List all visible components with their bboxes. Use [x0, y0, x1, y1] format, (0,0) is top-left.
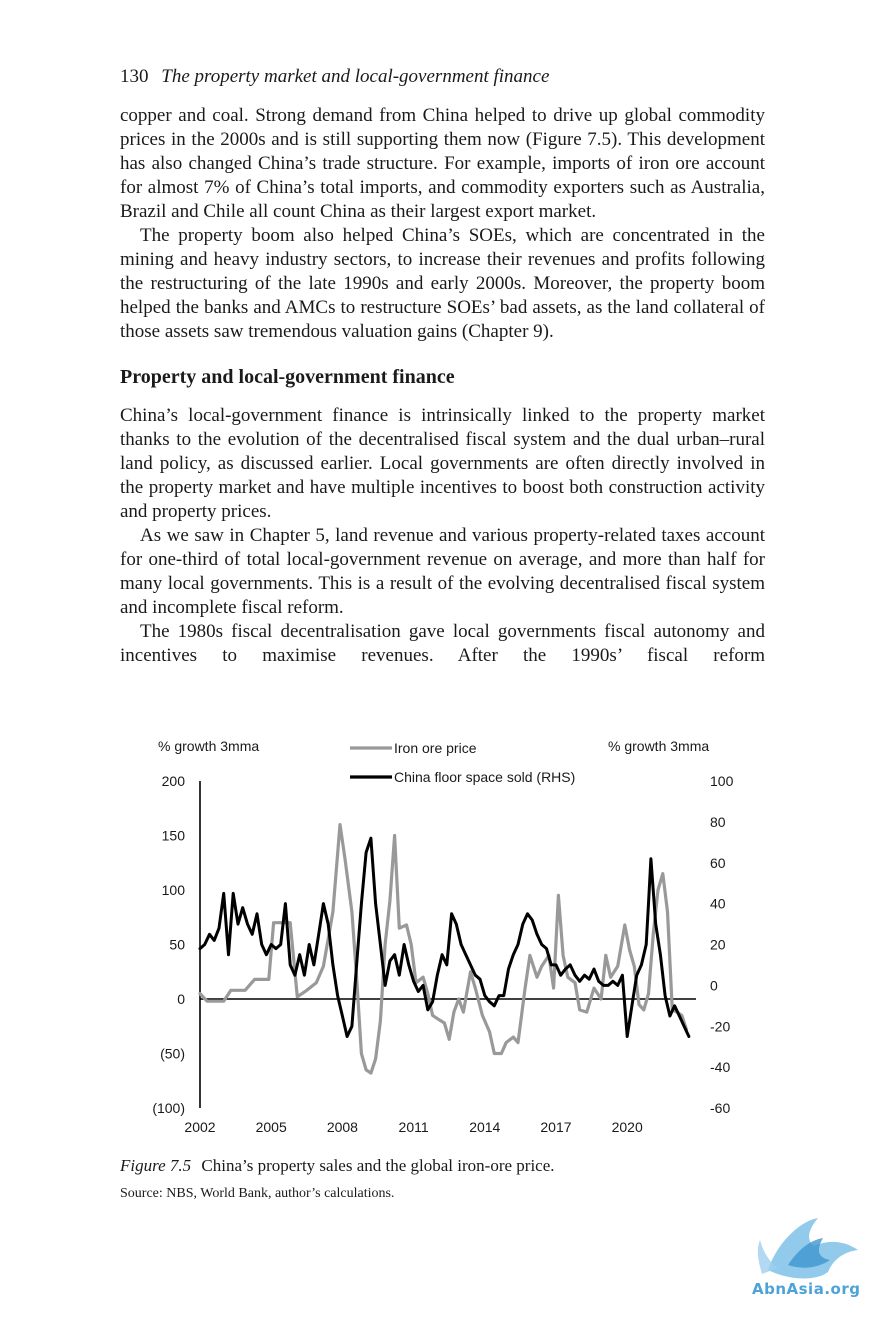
- left-tick-label: 0: [177, 991, 185, 1007]
- right-tick-label: 40: [710, 896, 726, 912]
- right-tick-label: 80: [710, 814, 726, 830]
- figure-caption: Figure 7.5 China’s property sales and th…: [120, 1156, 555, 1176]
- right-tick-label: -20: [710, 1018, 730, 1034]
- body-text: copper and coal. Strong demand from Chin…: [120, 104, 765, 668]
- figure-source: Source: NBS, World Bank, author’s calcul…: [120, 1186, 395, 1201]
- x-tick-label: 2017: [540, 1119, 571, 1135]
- right-tick-label: -40: [710, 1059, 730, 1075]
- x-axis-ticks: 2002 2005 2008 2011 2014 2017 2020: [184, 1119, 643, 1135]
- paragraph: China’s local-government finance is intr…: [120, 405, 765, 522]
- left-tick-label: (50): [160, 1046, 185, 1062]
- right-tick-label: 20: [710, 937, 726, 953]
- paragraph: copper and coal. Strong demand from Chin…: [120, 105, 765, 222]
- left-axis-label: % growth 3mma: [158, 738, 259, 754]
- paragraph: The 1980s fiscal decentralisation gave l…: [120, 621, 765, 666]
- x-tick-label: 2002: [184, 1119, 215, 1135]
- running-head: 130 The property market and local-govern…: [120, 66, 549, 88]
- watermark-text: AbnAsia.org: [752, 1280, 861, 1298]
- x-tick-label: 2008: [327, 1119, 358, 1135]
- figure-label: Figure 7.5: [120, 1156, 192, 1175]
- right-axis-label: % growth 3mma: [608, 738, 709, 754]
- left-tick-label: 100: [162, 882, 186, 898]
- right-tick-label: -60: [710, 1100, 730, 1116]
- left-axis-ticks: 200 150 100 50 0 (50) (100): [152, 773, 185, 1116]
- x-tick-label: 2020: [612, 1119, 643, 1135]
- running-title: The property market and local-government…: [161, 66, 550, 87]
- x-tick-label: 2014: [469, 1119, 500, 1135]
- x-tick-label: 2011: [399, 1119, 429, 1135]
- section-heading: Property and local-government finance: [120, 366, 455, 388]
- left-tick-label: 50: [169, 937, 185, 953]
- right-tick-label: 100: [710, 773, 734, 789]
- right-axis-ticks: 100 80 60 40 20 0 -20 -40 -60: [710, 773, 734, 1116]
- legend-label: Iron ore price: [394, 740, 477, 756]
- left-tick-label: (100): [152, 1100, 185, 1116]
- x-tick-label: 2005: [256, 1119, 287, 1135]
- watermark-bird-logo: [757, 1218, 858, 1279]
- series-line-iron-ore: [198, 823, 689, 1075]
- left-tick-label: 150: [162, 828, 186, 844]
- series-layer: [198, 823, 691, 1075]
- right-tick-label: 60: [710, 855, 726, 871]
- page-number: 130: [120, 66, 149, 87]
- legend-label: China floor space sold (RHS): [394, 769, 575, 785]
- figure-caption-text: China’s property sales and the global ir…: [201, 1156, 555, 1175]
- figure-chart: 200 150 100 50 0 (50) (100) 100 80 60 40 20 0 -20 -40…: [130, 730, 770, 1140]
- paragraph: As we saw in Chapter 5, land revenue and…: [120, 525, 765, 618]
- right-tick-label: 0: [710, 977, 718, 993]
- left-tick-label: 200: [162, 773, 186, 789]
- paragraph: The property boom also helped China’s SO…: [120, 225, 765, 342]
- chart-legend: Iron ore price China floor space sold (RH…: [350, 740, 575, 785]
- series-line-floor-space: [198, 836, 691, 1038]
